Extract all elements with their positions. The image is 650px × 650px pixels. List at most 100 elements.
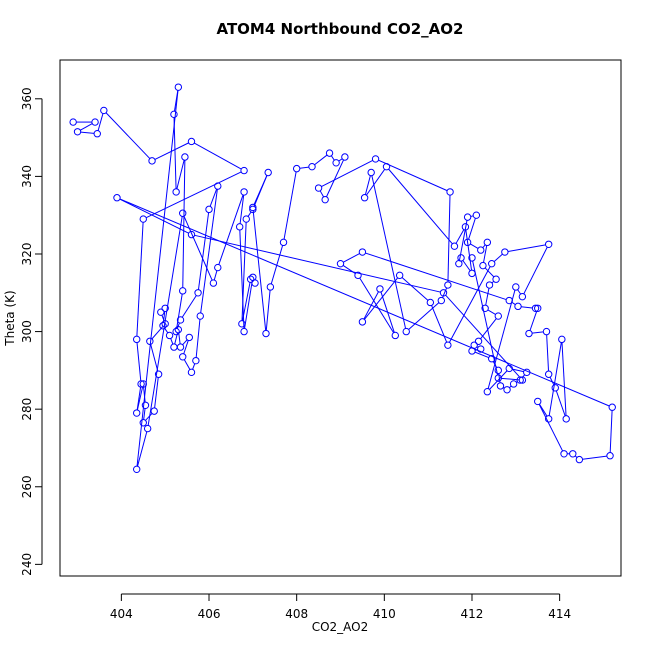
data-point (192, 356, 200, 365)
series-segment (371, 175, 407, 329)
series-segment (401, 277, 429, 301)
data-point (562, 415, 570, 423)
series-segment (80, 123, 93, 131)
data-point (426, 298, 435, 307)
y-tick-label: 320 (20, 243, 34, 266)
series-segment (609, 410, 613, 453)
data-point (518, 376, 527, 384)
series-segment (462, 260, 471, 272)
series-points (69, 83, 616, 474)
data-point (174, 83, 183, 91)
data-point (176, 343, 185, 351)
data-point (292, 164, 301, 173)
data-point (341, 153, 349, 161)
series-segment (176, 322, 180, 329)
y-axis: 240 260 280 300 320 340 360 (20, 87, 43, 576)
series-segment (482, 244, 486, 248)
series-segment (338, 158, 343, 162)
data-point (481, 304, 489, 313)
x-tick-label: 404 (110, 607, 133, 621)
series-segment (538, 404, 564, 452)
data-point (468, 254, 476, 262)
data-point (391, 331, 399, 340)
series-segment (242, 282, 251, 321)
data-point (132, 465, 141, 474)
data-point (240, 166, 248, 175)
data-point (446, 188, 454, 196)
data-point (494, 312, 502, 320)
series-segment (176, 159, 185, 189)
series-segment (200, 189, 218, 313)
x-tick-label: 408 (285, 607, 308, 621)
data-point (159, 322, 167, 330)
data-point (91, 118, 99, 126)
series-segment (213, 270, 218, 281)
series-segment (521, 306, 533, 309)
series-segment (195, 319, 201, 358)
data-point (531, 304, 540, 313)
data-point (196, 312, 204, 320)
data-point (534, 304, 542, 313)
series-segment (197, 212, 210, 290)
series-segment (485, 288, 490, 306)
data-point (100, 106, 108, 115)
series-segment (343, 253, 360, 263)
data-point (382, 162, 391, 171)
series-segment (239, 195, 245, 224)
series-segment (136, 90, 179, 467)
data-point (179, 209, 187, 217)
data-point (249, 203, 257, 212)
series-segment (105, 112, 151, 159)
data-point (154, 370, 163, 378)
series-segment (164, 328, 169, 334)
series-segment (474, 351, 489, 359)
data-point (474, 337, 483, 345)
data-point (488, 355, 496, 363)
data-point (402, 327, 410, 336)
series-segment (183, 359, 191, 370)
series-segment (170, 338, 174, 345)
data-point (235, 223, 244, 231)
series-segment (507, 244, 546, 252)
data-point (516, 376, 524, 384)
series-segment (218, 194, 244, 265)
series-segment (244, 280, 253, 329)
series-segment (247, 211, 252, 217)
series-segment (511, 301, 516, 306)
series-segment (483, 245, 488, 263)
data-point (325, 149, 334, 157)
series-segment (241, 222, 247, 321)
data-point (240, 327, 248, 336)
data-point (479, 261, 487, 270)
data-point (179, 287, 187, 295)
data-point (93, 130, 101, 138)
data-point (148, 157, 156, 165)
data-point (279, 238, 288, 247)
data-point (165, 331, 174, 340)
data-point (358, 248, 367, 256)
data-point (505, 296, 513, 305)
series-segment (408, 302, 440, 330)
data-point (181, 153, 189, 161)
data-point (205, 205, 213, 214)
data-point (170, 343, 178, 351)
data-point (187, 230, 196, 239)
series-segment (330, 155, 335, 161)
plot-frame (59, 59, 622, 577)
series-segment (150, 344, 159, 372)
data-point (132, 409, 141, 417)
series-segment (364, 175, 371, 195)
series-segment (465, 229, 473, 271)
series-segment (97, 113, 104, 131)
data-point (488, 259, 496, 268)
series-segment (489, 370, 508, 390)
data-point (139, 419, 147, 427)
data-point (332, 159, 340, 167)
series-segment (561, 342, 567, 416)
series-segment (470, 243, 479, 249)
series-line (76, 90, 613, 467)
y-axis-label: Theta (K) (3, 290, 17, 346)
data-point (308, 162, 316, 171)
data-point (544, 370, 553, 378)
